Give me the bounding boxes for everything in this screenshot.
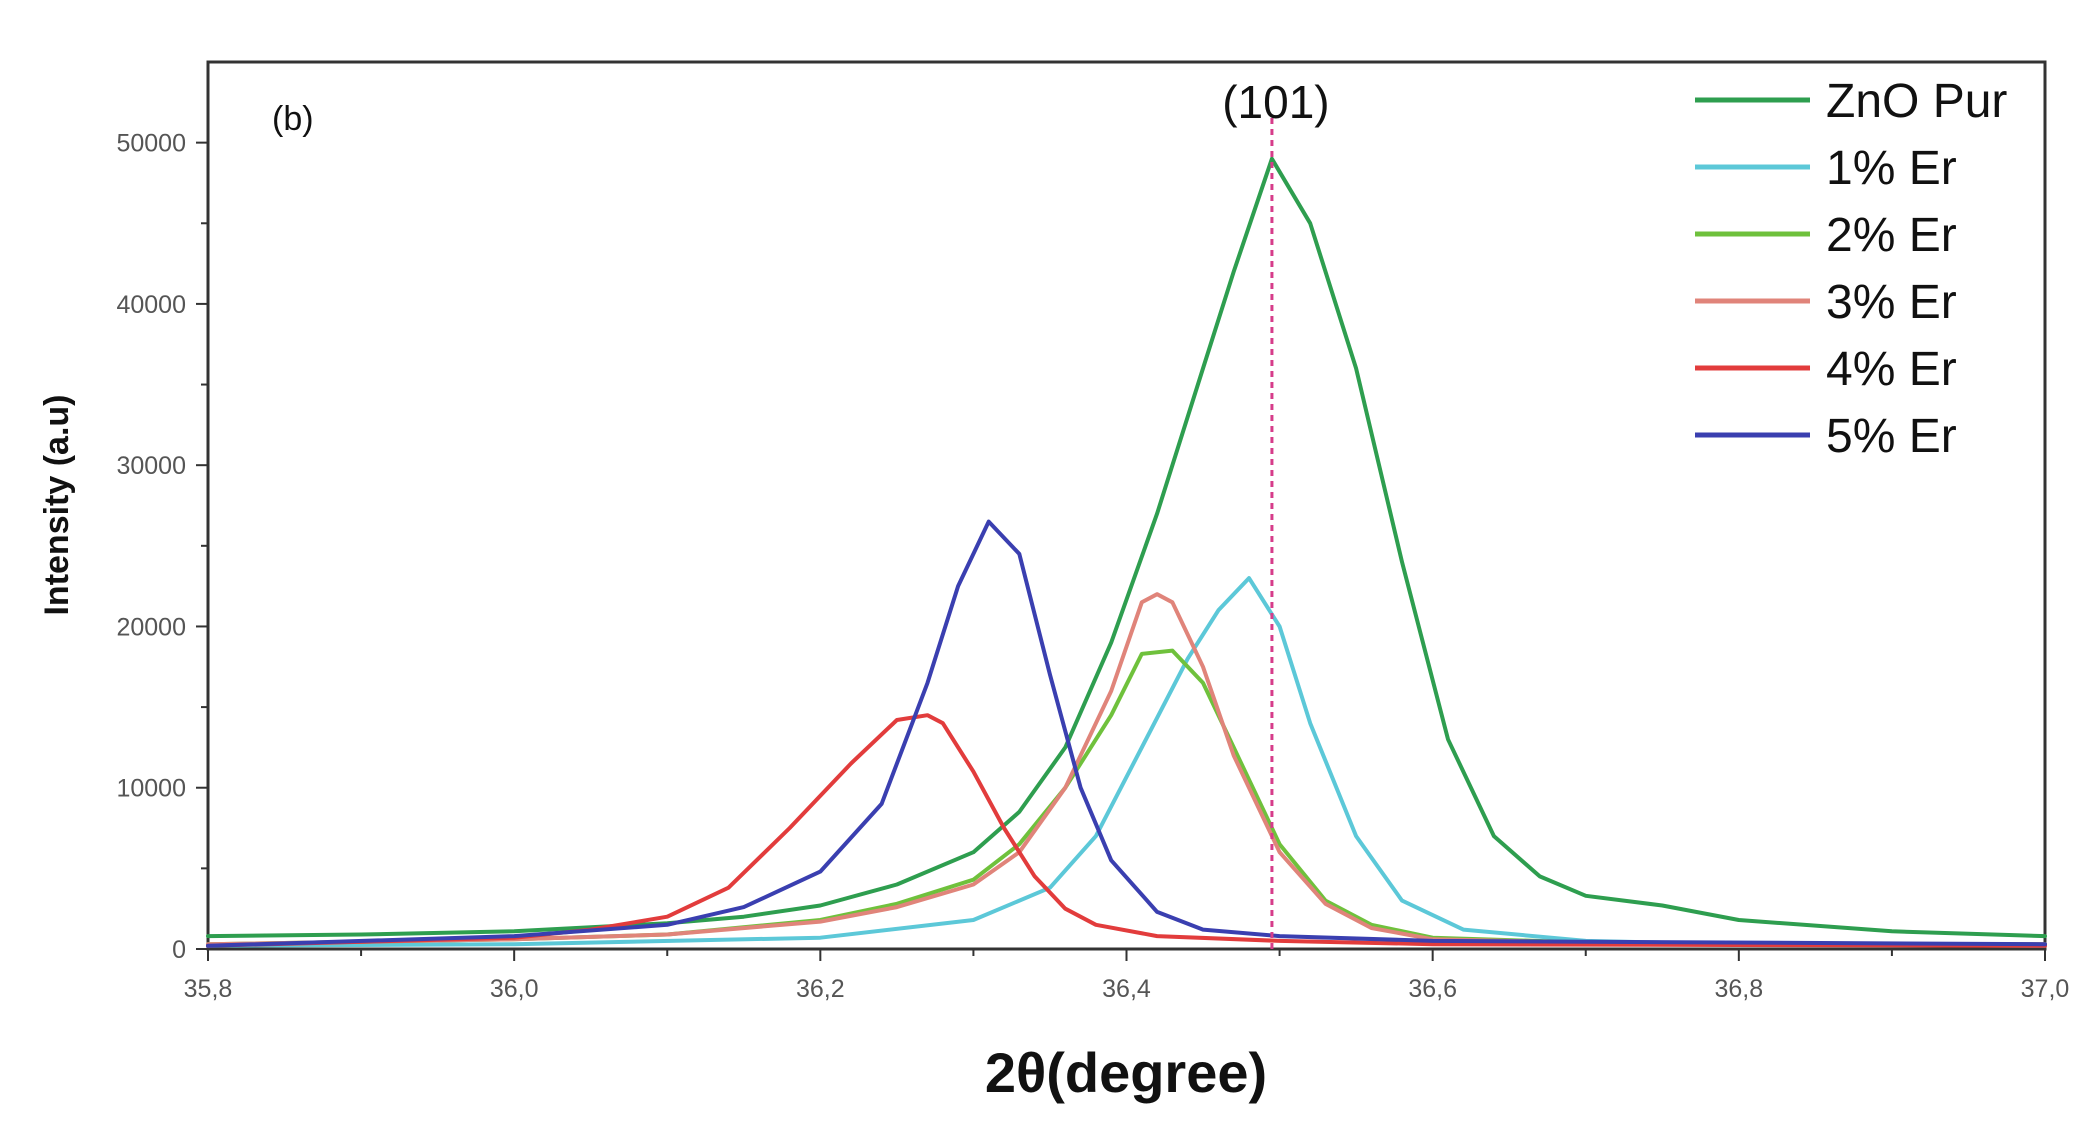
- x-tick-label: 36,4: [1102, 975, 1151, 1003]
- x-tick-label: 36,2: [796, 975, 845, 1003]
- series-line-3: [206, 592, 2047, 947]
- legend-label-5: 5% Er: [1826, 410, 1957, 463]
- y-tick-label: 40000: [116, 291, 186, 319]
- y-axis-title: Intensity (a.u): [38, 394, 76, 615]
- y-tick-label: 20000: [116, 613, 186, 641]
- x-axis-title: 2θ(degree): [985, 1041, 1267, 1104]
- y-tick-label: 0: [172, 936, 186, 964]
- y-tick-label: 10000: [116, 775, 186, 803]
- legend-label-2: 2% Er: [1826, 209, 1957, 262]
- legend: ZnO Pur 1% Er 2% Er 3% Er 4% Er 5% Er: [1695, 75, 2007, 463]
- x-axis-ticks: 35,8 36,0 36,2 36,4 36,6 36,8 37,0: [184, 949, 2070, 1003]
- series-line-0: [206, 156, 2047, 939]
- x-tick-label: 35,8: [184, 975, 233, 1003]
- series-line-1: [206, 576, 2047, 948]
- legend-label-0: ZnO Pur: [1826, 75, 2007, 128]
- y-tick-label: 30000: [116, 452, 186, 480]
- x-tick-label: 36,8: [1714, 975, 1763, 1003]
- series-line-5: [206, 519, 2047, 948]
- y-tick-label: 50000: [116, 130, 186, 158]
- peak-annotation-label: (101): [1222, 76, 1329, 128]
- series-layer: [206, 156, 2047, 948]
- x-tick-label: 36,0: [490, 975, 539, 1003]
- plot-frame: [206, 60, 2047, 951]
- y-axis-ticks: 0 10000 20000 30000 40000 50000: [116, 130, 208, 964]
- series-line-4: [206, 713, 2047, 948]
- panel-label: (b): [272, 100, 314, 138]
- legend-label-4: 4% Er: [1826, 343, 1957, 396]
- x-tick-label: 37,0: [2021, 975, 2070, 1003]
- x-tick-label: 36,6: [1408, 975, 1457, 1003]
- annotation-layer: (101): [1222, 76, 1330, 949]
- legend-label-1: 1% Er: [1826, 142, 1957, 195]
- series-line-2: [206, 648, 2047, 947]
- legend-label-3: 3% Er: [1826, 276, 1957, 329]
